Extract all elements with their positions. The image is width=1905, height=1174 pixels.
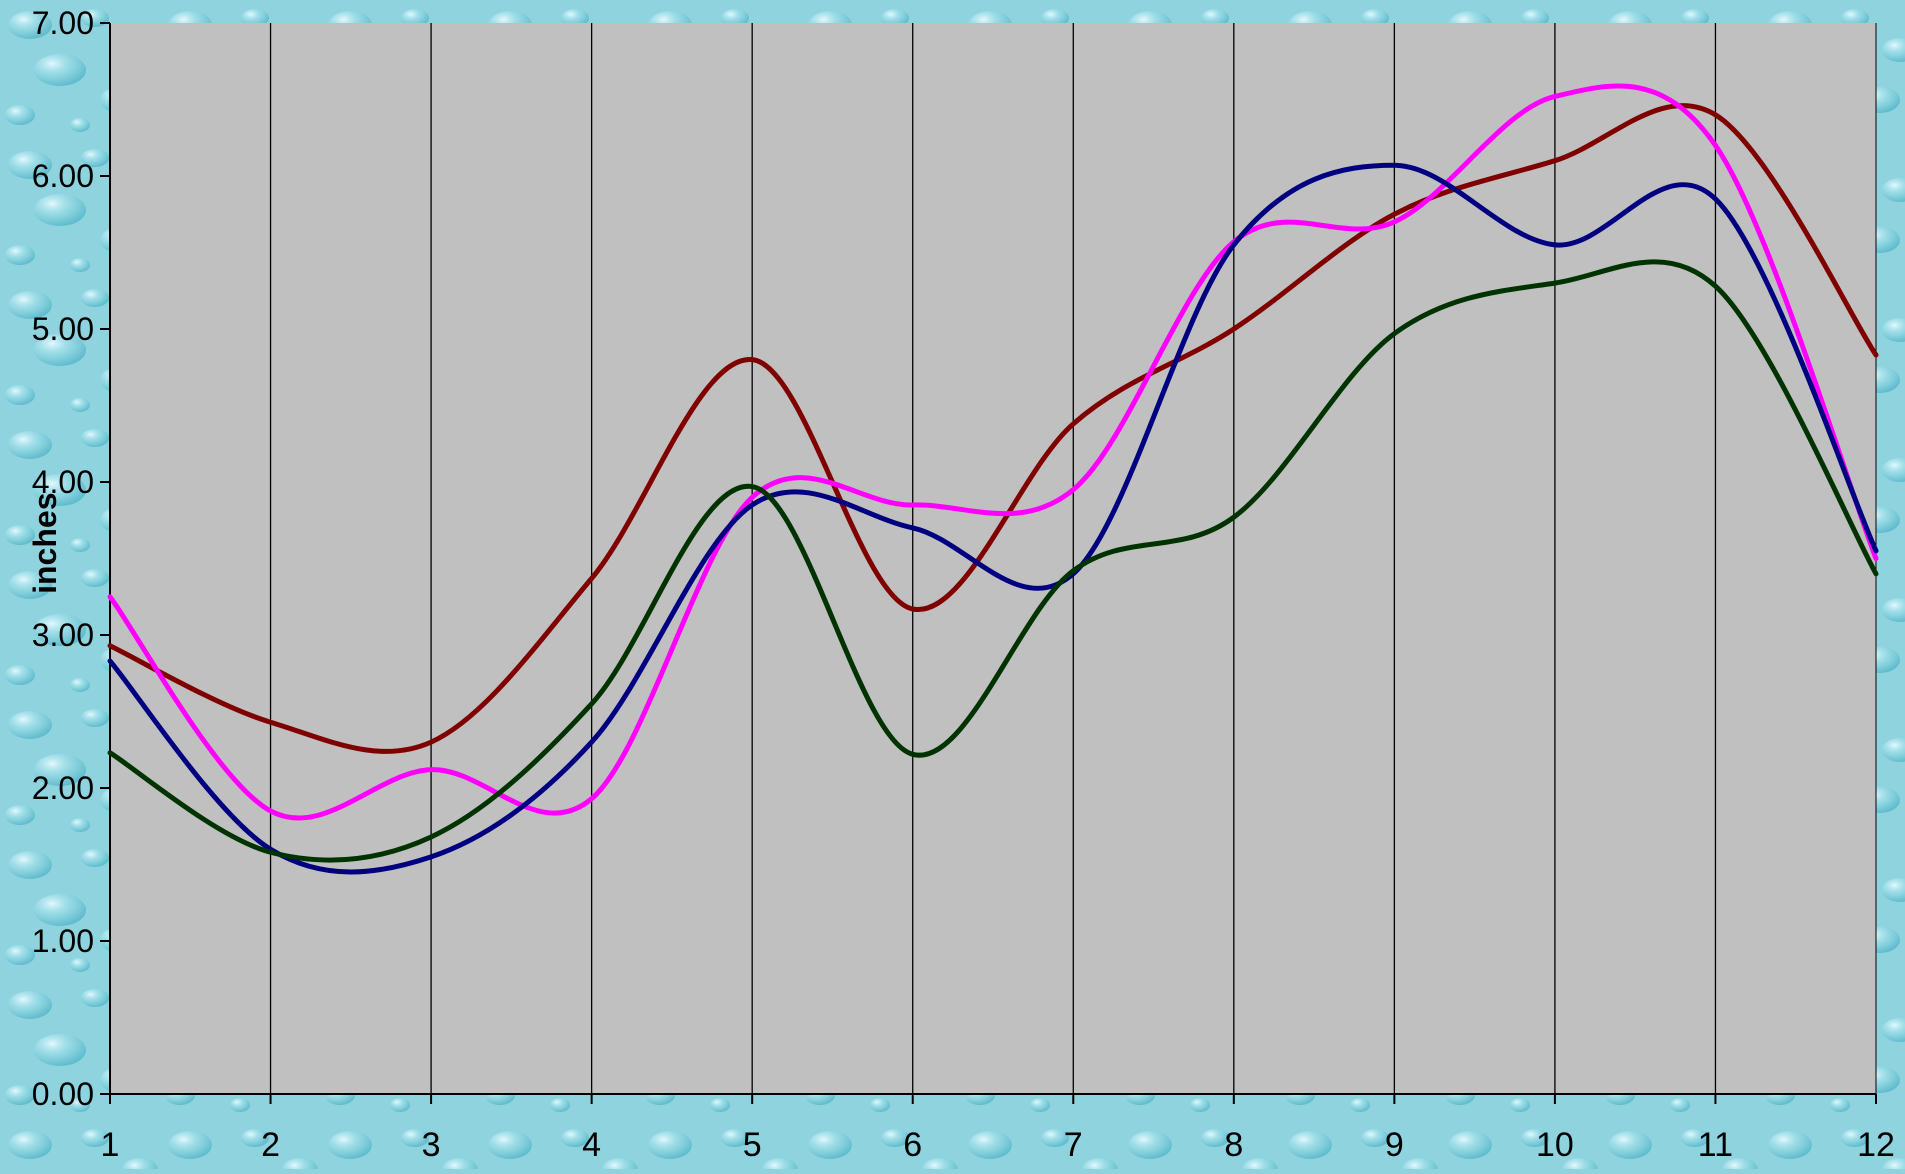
y-axis-label: inches bbox=[27, 493, 63, 594]
x-tick-label-4: 4 bbox=[582, 1126, 601, 1164]
x-tick-label-8: 8 bbox=[1224, 1126, 1243, 1164]
series-line-2 bbox=[107, 83, 1879, 821]
y-tick-labels: 0.00 1.00 2.00 3.00 4.00 5.00 6.00 7.00 bbox=[32, 5, 94, 1112]
x-tick-label-11: 11 bbox=[1698, 1126, 1733, 1164]
grid-lines bbox=[269, 23, 1717, 1094]
x-tick-labels: 1 2 3 4 5 6 7 8 9 10 11 12 bbox=[101, 1126, 1895, 1164]
plot-area bbox=[110, 23, 1876, 1094]
y-tick-label-0.00: 0.00 bbox=[32, 1076, 94, 1112]
series-line-3 bbox=[107, 162, 1879, 875]
x-tick-label-3: 3 bbox=[422, 1126, 441, 1164]
y-tick-label-2.00: 2.00 bbox=[32, 770, 94, 806]
y-tick-label-6.00: 6.00 bbox=[32, 158, 94, 194]
y-tick-label-5.00: 5.00 bbox=[32, 311, 94, 347]
y-tick-label-3.00: 3.00 bbox=[32, 617, 94, 653]
x-tick-label-10: 10 bbox=[1536, 1126, 1574, 1164]
x-tick-label-1: 1 bbox=[101, 1126, 120, 1164]
x-tick-label-9: 9 bbox=[1385, 1126, 1404, 1164]
x-tick-label-5: 5 bbox=[743, 1126, 762, 1164]
x-tick-label-7: 7 bbox=[1064, 1126, 1083, 1164]
x-tick-label-2: 2 bbox=[261, 1126, 280, 1164]
x-tick-label-12: 12 bbox=[1857, 1126, 1895, 1164]
y-tick-label-7.00: 7.00 bbox=[32, 5, 94, 41]
series-line-1 bbox=[107, 103, 1879, 754]
series-line-4 bbox=[107, 259, 1879, 863]
series-lines bbox=[107, 83, 1879, 875]
y-tick-label-1.00: 1.00 bbox=[32, 923, 94, 959]
x-tick-label-6: 6 bbox=[903, 1126, 922, 1164]
y-tick-label-4.00: 4.00 bbox=[32, 464, 94, 500]
